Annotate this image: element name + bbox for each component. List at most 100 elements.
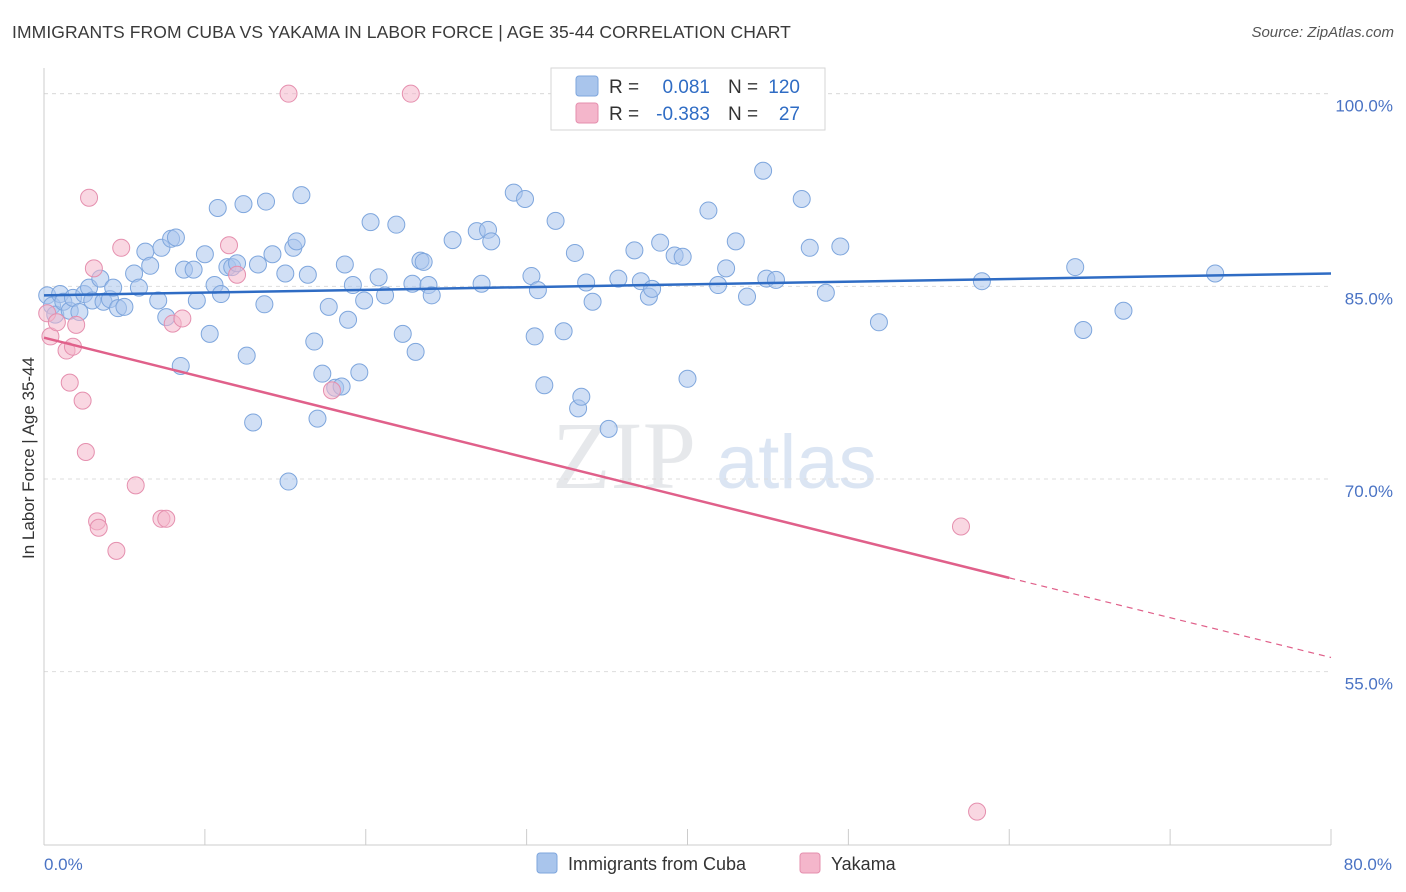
cuba-point xyxy=(699,201,718,220)
yakama-point xyxy=(73,391,92,410)
cuba-point xyxy=(572,387,591,406)
cuba-point xyxy=(211,285,230,304)
yakama-point xyxy=(968,802,987,821)
yakama-point xyxy=(89,518,108,537)
cuba-point xyxy=(565,243,584,262)
cuba-point xyxy=(248,255,267,274)
y-axis-tick-labels: 100.0% 85.0% 70.0% 55.0% xyxy=(1335,97,1393,694)
legend-n-label-cuba: N = xyxy=(728,77,758,98)
cuba-point xyxy=(319,297,338,316)
cuba-point xyxy=(393,324,412,343)
watermark-zip: ZIP xyxy=(552,402,696,509)
cuba-point xyxy=(599,419,618,438)
cuba-point xyxy=(482,232,501,251)
x-axis-ticks xyxy=(43,829,1332,845)
cuba-point xyxy=(255,295,274,314)
trend-lines xyxy=(43,272,1332,659)
chart-title: IMMIGRANTS FROM CUBA VS YAKAMA IN LABOR … xyxy=(12,22,791,42)
cuba-point xyxy=(244,413,263,432)
cuba-point xyxy=(726,232,745,251)
cuba-point xyxy=(673,247,692,266)
cuba-point xyxy=(305,332,324,351)
cuba-point xyxy=(422,286,441,305)
yakama-point xyxy=(126,476,145,495)
yakama-point xyxy=(80,188,99,207)
cuba-point xyxy=(1114,301,1133,320)
cuba-point xyxy=(816,283,835,302)
cuba-point xyxy=(678,369,697,388)
cuba-point xyxy=(754,161,773,180)
cuba-point xyxy=(369,268,388,287)
yakama-point xyxy=(279,84,298,103)
yakama-point xyxy=(220,236,239,255)
y-axis-title: In Labor Force | Age 35-44 xyxy=(19,357,38,559)
legend-r-value-cuba: 0.081 xyxy=(662,77,710,98)
cuba-point xyxy=(339,310,358,329)
cuba-point xyxy=(738,287,757,306)
yakama-point xyxy=(173,309,192,328)
cuba-point xyxy=(279,472,298,491)
cuba-point xyxy=(387,215,406,234)
yakama-point xyxy=(228,265,247,284)
legend-swatch-cuba xyxy=(575,75,599,97)
trend-line-yakama-extrapolated xyxy=(1009,577,1332,659)
cuba-point xyxy=(276,264,295,283)
cuba-point xyxy=(234,195,253,214)
bottom-legend-label-cuba: Immigrants from Cuba xyxy=(568,854,747,874)
cuba-point xyxy=(350,363,369,382)
cuba-point xyxy=(335,255,354,274)
bottom-legend-swatch-yakama xyxy=(799,852,821,874)
cuba-point xyxy=(406,342,425,361)
y-tick-label: 55.0% xyxy=(1345,675,1393,694)
yakama-point xyxy=(107,541,126,560)
cuba-point xyxy=(361,213,380,232)
cuba-point xyxy=(200,324,219,343)
source-credit: Source: ZipAtlas.com xyxy=(1251,24,1394,41)
cuba-point xyxy=(1206,264,1225,283)
watermark: ZIP atlas xyxy=(552,402,877,509)
cuba-point xyxy=(1066,258,1085,277)
legend-n-value-yakama: 27 xyxy=(779,104,800,125)
trend-line-cuba xyxy=(43,272,1332,297)
x-tick-label-max: 80.0% xyxy=(1344,855,1392,874)
cuba-point xyxy=(313,364,332,383)
series-cuba-points xyxy=(38,161,1225,491)
watermark-atlas: atlas xyxy=(716,420,877,505)
bottom-legend-label-yakama: Yakama xyxy=(831,854,897,874)
cuba-point xyxy=(443,231,462,250)
x-tick-label-min: 0.0% xyxy=(44,855,83,874)
cuba-point xyxy=(115,297,134,316)
cuba-point xyxy=(1074,320,1093,339)
legend-r-label-yakama: R = xyxy=(609,104,639,125)
cuba-point xyxy=(651,233,670,252)
cuba-point xyxy=(717,259,736,278)
bottom-legend-swatch-cuba xyxy=(536,852,558,874)
cuba-point xyxy=(129,278,148,297)
cuba-point xyxy=(800,238,819,257)
legend-r-label-cuba: R = xyxy=(609,77,639,98)
cuba-point xyxy=(535,376,554,395)
y-tick-label: 100.0% xyxy=(1335,97,1393,116)
yakama-point xyxy=(112,238,131,257)
cuba-point xyxy=(141,256,160,275)
cuba-point xyxy=(263,245,282,264)
cuba-point xyxy=(472,274,491,293)
trend-line-yakama xyxy=(43,336,1010,580)
y-tick-label: 85.0% xyxy=(1345,289,1393,308)
legend-n-value-cuba: 120 xyxy=(768,77,800,98)
cuba-point xyxy=(187,291,206,310)
cuba-point xyxy=(869,313,888,332)
series-legend: Immigrants from Cuba Yakama xyxy=(536,852,897,874)
cuba-point xyxy=(257,192,276,211)
yakama-point xyxy=(401,84,420,103)
cuba-point xyxy=(376,286,395,305)
yakama-point xyxy=(76,443,95,462)
cuba-point xyxy=(625,241,644,260)
cuba-point xyxy=(208,198,227,217)
y-tick-label: 70.0% xyxy=(1345,482,1393,501)
series-yakama-points xyxy=(38,84,987,821)
cuba-point xyxy=(609,269,628,288)
cuba-point xyxy=(583,292,602,311)
yakama-point xyxy=(322,381,341,400)
yakama-point xyxy=(84,259,103,278)
